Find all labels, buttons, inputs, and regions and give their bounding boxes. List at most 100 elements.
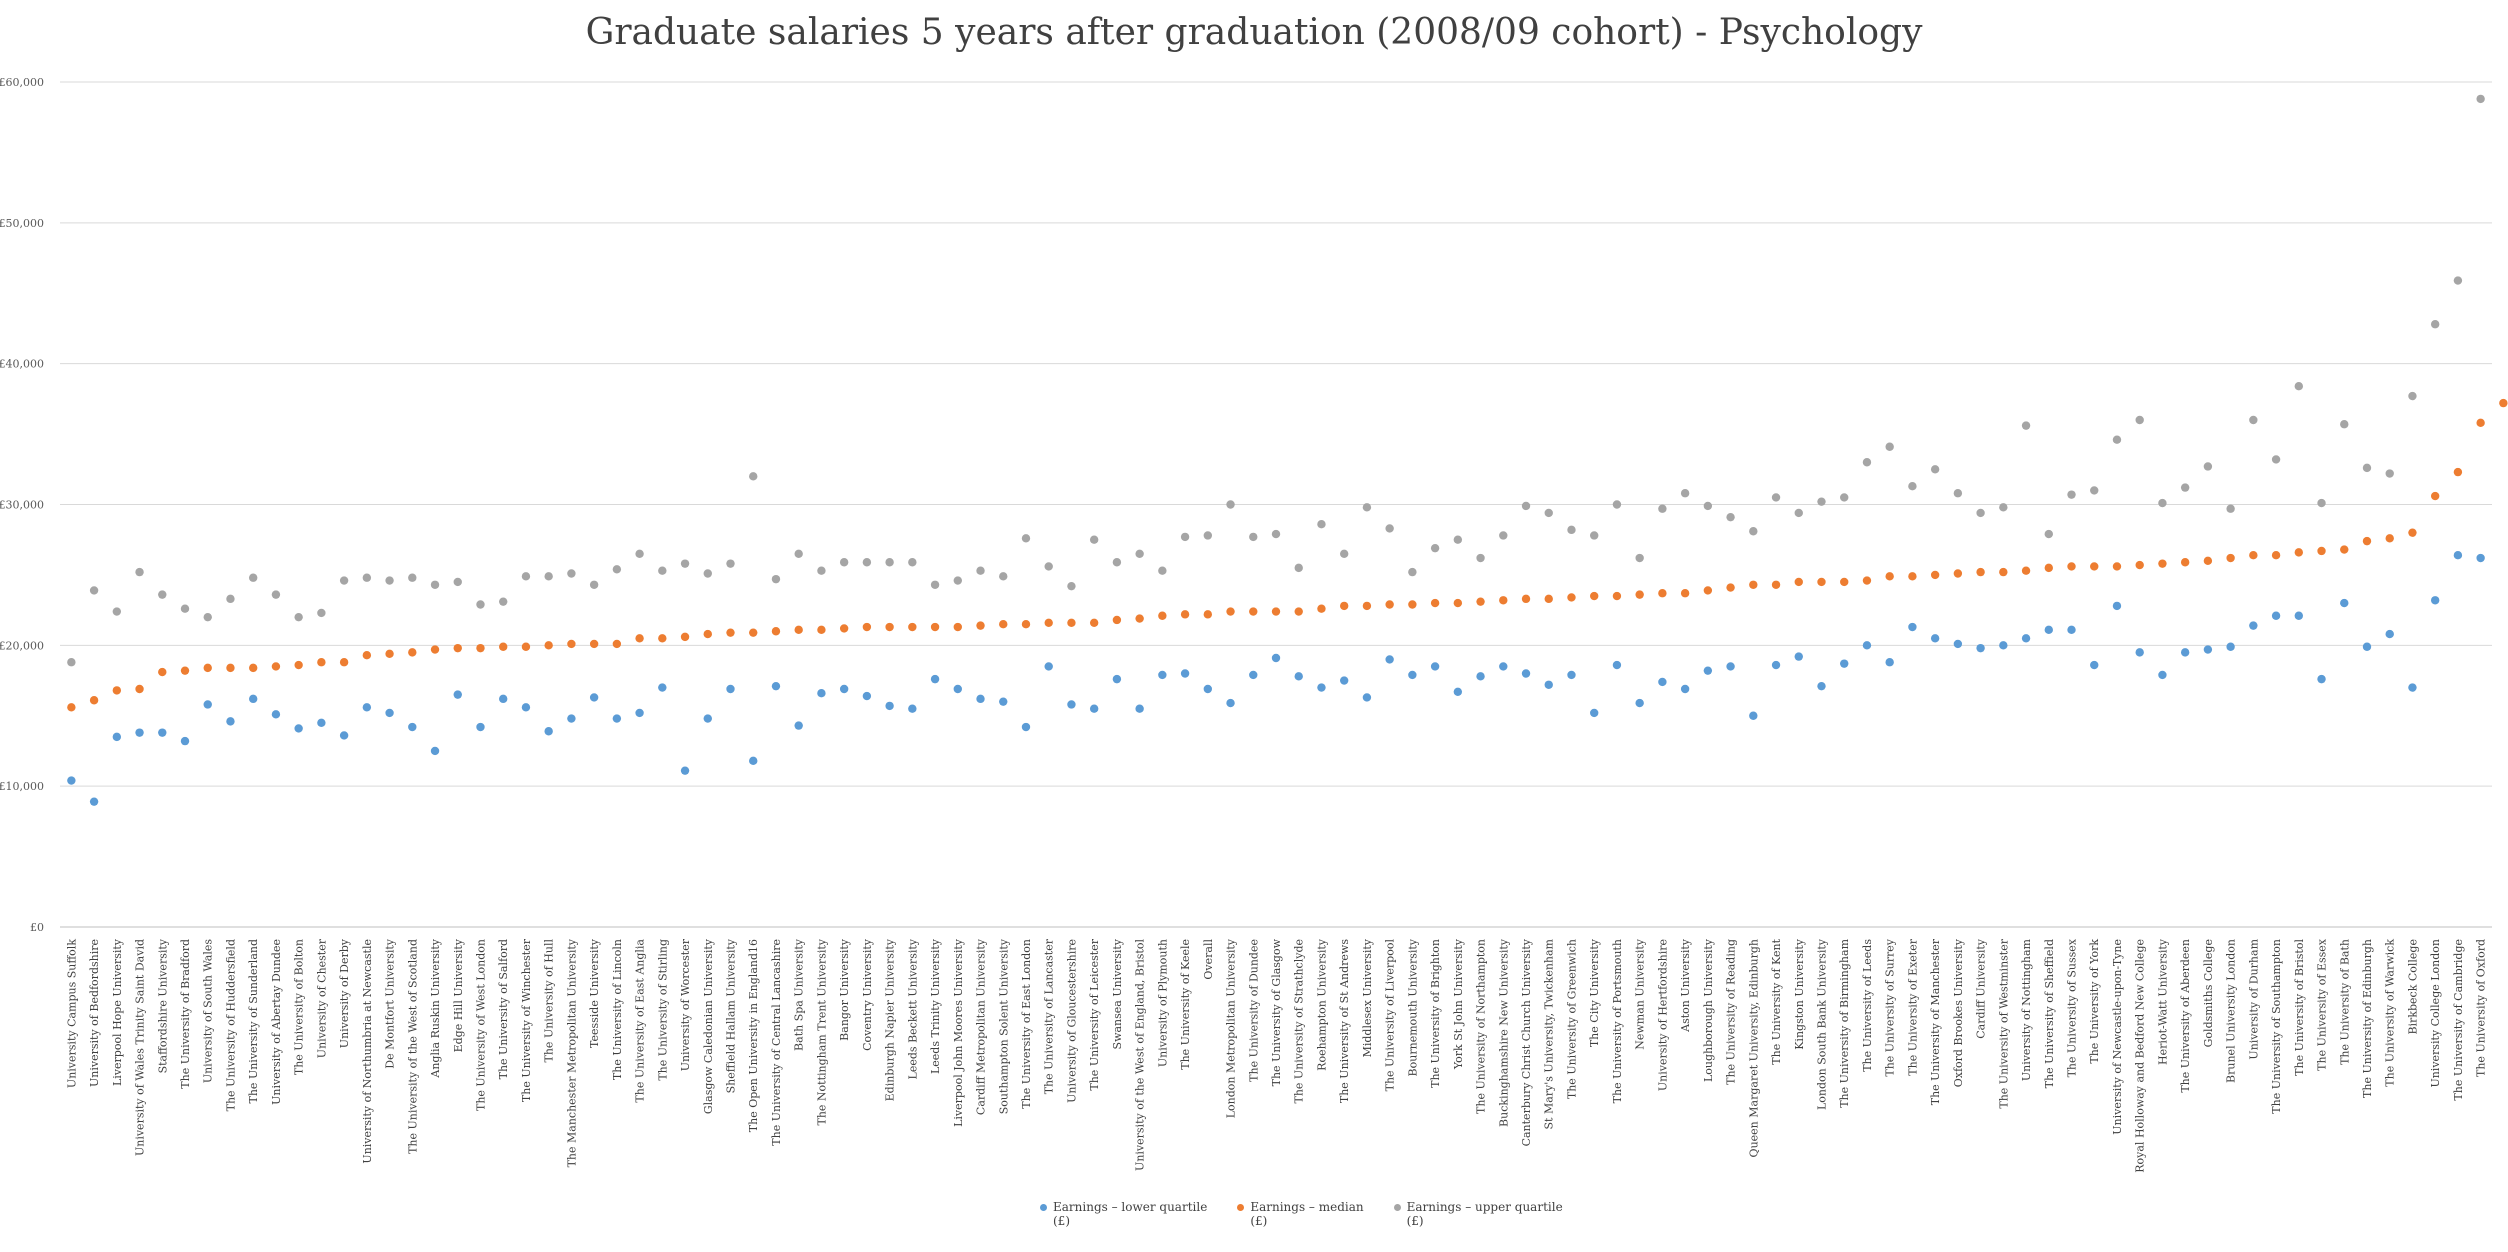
x-tick-label: Queen Margaret University, Edinburgh — [1747, 939, 1760, 1157]
point-median — [135, 684, 144, 694]
point-lower-quartile — [1930, 634, 1940, 643]
x-tick-label: The University of Leeds — [1861, 939, 1874, 1072]
point-upper-quartile — [2294, 382, 2304, 391]
point-lower-quartile — [635, 708, 644, 718]
x-tick-label: Edge Hill University — [452, 938, 465, 1052]
x-tick-label: The University of East Anglia — [634, 939, 647, 1103]
point-upper-quartile — [408, 573, 417, 582]
x-tick-label: The University of Northampton — [1475, 939, 1488, 1114]
point-lower-quartile — [2294, 611, 2304, 620]
point-upper-quartile — [976, 566, 985, 575]
point-lower-quartile — [567, 714, 576, 723]
point-upper-quartile — [2317, 498, 2326, 508]
point-median — [1544, 594, 1553, 604]
point-upper-quartile — [2453, 276, 2463, 285]
point-lower-quartile — [1999, 641, 2008, 650]
x-tick-label: Newman University — [1634, 938, 1647, 1050]
point-upper-quartile — [430, 580, 440, 589]
x-tick-label: The University of Glasgow — [1270, 938, 1283, 1086]
point-lower-quartile — [839, 684, 849, 694]
point-lower-quartile — [1180, 669, 1190, 678]
point-lower-quartile — [1885, 658, 1894, 667]
point-lower-quartile — [1385, 655, 1394, 664]
x-tick-label: Middlesex University — [1361, 938, 1374, 1057]
point-lower-quartile — [1112, 674, 1122, 684]
point-lower-quartile — [1021, 722, 1031, 732]
point-lower-quartile — [1703, 666, 1713, 675]
point-upper-quartile — [499, 597, 508, 606]
x-tick-label: The University of East London — [1020, 939, 1033, 1109]
point-upper-quartile — [726, 559, 735, 568]
point-lower-quartile — [612, 714, 622, 723]
point-upper-quartile — [2203, 462, 2213, 471]
legend-marker-upper-quartile — [1393, 1204, 1401, 1211]
x-tick-label: University of Wales Trinity Saint David — [134, 939, 147, 1156]
point-lower-quartile — [2112, 601, 2122, 611]
point-median — [2249, 551, 2258, 560]
x-tick-label: The University of the West of Scotland — [406, 939, 419, 1154]
point-median — [908, 622, 917, 632]
point-lower-quartile — [2044, 625, 2053, 635]
point-median — [1453, 598, 1463, 608]
point-lower-quartile — [658, 683, 667, 692]
point-median — [271, 662, 281, 671]
point-median — [544, 641, 553, 650]
point-median — [1794, 577, 1803, 587]
point-median — [1112, 615, 1122, 625]
point-upper-quartile — [2067, 490, 2076, 499]
point-upper-quartile — [862, 558, 872, 567]
point-median — [1590, 591, 1599, 601]
x-tick-label: The University of Birmingham — [1838, 938, 1851, 1107]
point-upper-quartile — [180, 604, 190, 613]
point-median — [248, 663, 258, 673]
point-upper-quartile — [2158, 498, 2167, 508]
x-tick-label: Coventry University — [861, 938, 874, 1051]
x-tick-label: The University of Southampton — [2270, 939, 2283, 1114]
point-median — [1476, 597, 1485, 606]
point-lower-quartile — [1430, 662, 1440, 671]
x-tick-label: The University of Sheffield — [2043, 939, 2056, 1088]
x-tick-label: The University of Cambridge — [2452, 939, 2465, 1101]
point-lower-quartile — [1294, 672, 1303, 681]
point-lower-quartile — [930, 674, 940, 684]
point-upper-quartile — [1840, 493, 1849, 502]
x-tick-label: London Metropolitan University — [1225, 938, 1238, 1118]
x-tick-label: Leeds Beckett University — [906, 938, 919, 1079]
point-median — [2453, 467, 2463, 477]
point-upper-quartile — [1567, 525, 1576, 535]
point-lower-quartile — [1590, 708, 1599, 718]
point-upper-quartile — [1226, 500, 1235, 509]
point-median — [476, 643, 485, 653]
point-lower-quartile — [885, 701, 894, 711]
legend-label-lower-quartile: Earnings – lower quartile (£) — [1053, 1200, 1208, 1228]
point-median — [2158, 559, 2167, 568]
point-median — [703, 629, 712, 639]
point-median — [1203, 610, 1213, 619]
point-lower-quartile — [499, 694, 508, 704]
point-lower-quartile — [317, 718, 326, 727]
point-upper-quartile — [1817, 497, 1826, 506]
point-median — [112, 686, 122, 695]
point-upper-quartile — [930, 580, 940, 589]
point-upper-quartile — [2362, 463, 2372, 473]
point-upper-quartile — [658, 566, 667, 575]
point-lower-quartile — [794, 721, 803, 730]
point-upper-quartile — [112, 607, 122, 616]
x-tick-label: The University of York — [2088, 939, 2101, 1064]
x-tick-label: Roehampton University — [1315, 938, 1328, 1071]
y-tick-label: £30,000 — [0, 499, 44, 512]
point-median — [1703, 586, 1713, 595]
x-tick-label: Bath Spa University — [793, 938, 806, 1051]
x-tick-label: Liverpool John Moores University — [952, 938, 965, 1127]
x-tick-label: Anglia Ruskin University — [429, 938, 442, 1078]
point-median — [339, 658, 349, 667]
x-tick-label: The University of Edinburgh — [2361, 939, 2374, 1098]
point-upper-quartile — [453, 577, 462, 587]
x-tick-label: The University of Exeter — [1906, 938, 1919, 1075]
point-lower-quartile — [408, 722, 417, 732]
point-median — [1317, 604, 1326, 613]
point-median — [2203, 556, 2213, 566]
point-median — [226, 663, 235, 673]
point-median — [2408, 528, 2417, 537]
